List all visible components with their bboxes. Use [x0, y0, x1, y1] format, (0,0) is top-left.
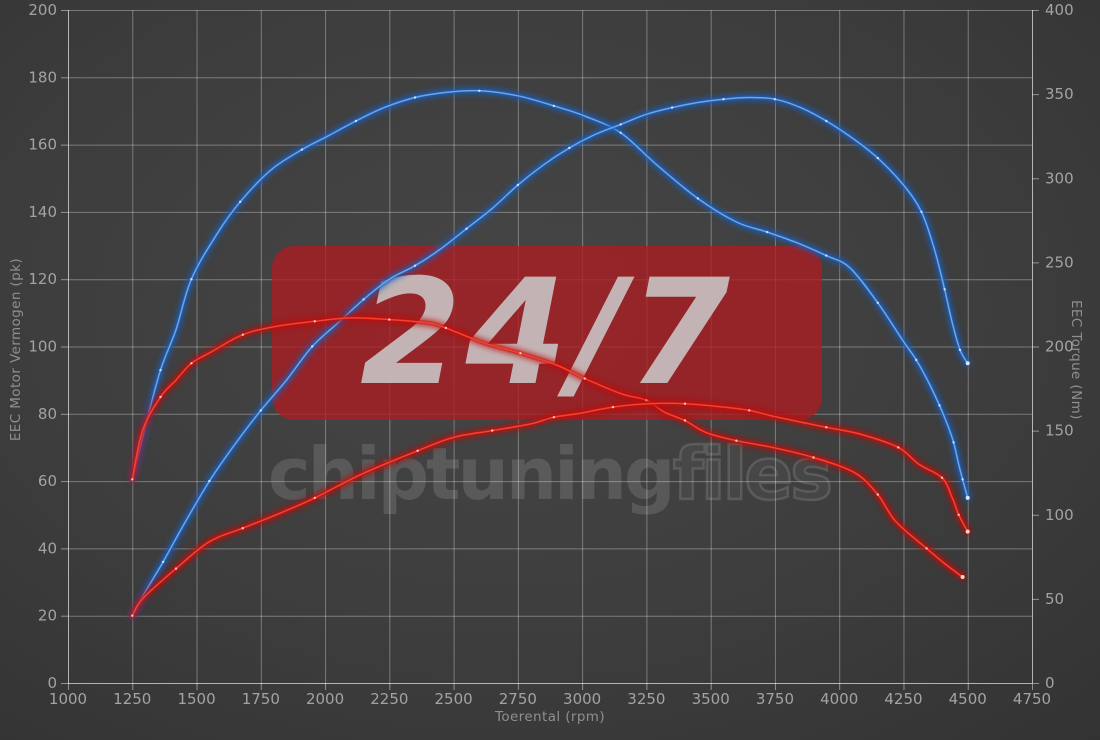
svg-text:40: 40 — [38, 539, 57, 557]
series-blue-torque-markers — [131, 89, 964, 481]
svg-text:250: 250 — [1045, 253, 1074, 271]
svg-text:3250: 3250 — [627, 690, 665, 708]
svg-text:4500: 4500 — [949, 690, 987, 708]
svg-text:2000: 2000 — [306, 690, 344, 708]
svg-text:2500: 2500 — [435, 690, 473, 708]
svg-text:300: 300 — [1045, 169, 1074, 187]
series-red-power — [128, 399, 972, 620]
series-blue-power-markers — [131, 98, 962, 617]
y-axis-title-right: EEC Torque (Nm) — [1068, 300, 1084, 420]
svg-text:3750: 3750 — [756, 690, 794, 708]
svg-text:180: 180 — [28, 68, 57, 86]
series-red-power-markers — [131, 402, 960, 617]
svg-text:120: 120 — [28, 270, 57, 288]
watermark-brand: chiptuningfiles — [268, 437, 834, 512]
x-axis-title: Toerental (rpm) — [494, 709, 606, 725]
svg-text:160: 160 — [28, 136, 57, 154]
svg-text:3000: 3000 — [563, 690, 601, 708]
series-blue-power — [128, 94, 972, 620]
svg-text:80: 80 — [38, 405, 57, 423]
svg-text:1500: 1500 — [177, 690, 215, 708]
svg-text:350: 350 — [1045, 85, 1074, 103]
svg-text:3500: 3500 — [692, 690, 730, 708]
watermark-brand-secondary: files — [671, 432, 834, 516]
series-blue-torque — [128, 87, 972, 502]
svg-text:1750: 1750 — [242, 690, 280, 708]
svg-text:0: 0 — [1045, 674, 1055, 692]
svg-text:2250: 2250 — [370, 690, 408, 708]
y-axis-title-left: EEC Motor Vermogen (pk) — [8, 258, 24, 442]
x-tick-labels: 1000 1250 1500 1750 2000 2250 2500 2750 3000 3250… — [49, 690, 1051, 708]
watermark-brand-primary: chiptuning — [268, 432, 676, 516]
svg-text:200: 200 — [28, 1, 57, 19]
y-right-tick-labels: 0 50 100 150 200 250 300 350 400 — [1045, 1, 1074, 692]
svg-text:20: 20 — [38, 607, 57, 625]
svg-text:1250: 1250 — [113, 690, 151, 708]
svg-text:4750: 4750 — [1013, 690, 1051, 708]
axis-spines — [61, 10, 1039, 690]
series-red-torque — [128, 314, 967, 581]
svg-text:2750: 2750 — [499, 690, 537, 708]
svg-text:4000: 4000 — [820, 690, 858, 708]
watermark-badge-text: 24/7 — [359, 248, 735, 418]
svg-text:140: 140 — [28, 203, 57, 221]
svg-text:150: 150 — [1045, 422, 1074, 440]
series-red-torque-markers — [131, 318, 964, 579]
svg-text:4250: 4250 — [884, 690, 922, 708]
svg-text:200: 200 — [1045, 338, 1074, 356]
svg-text:0: 0 — [47, 674, 57, 692]
svg-text:1000: 1000 — [49, 690, 87, 708]
svg-text:60: 60 — [38, 472, 57, 490]
svg-text:100: 100 — [1045, 506, 1074, 524]
svg-text:100: 100 — [28, 338, 57, 356]
svg-text:50: 50 — [1045, 590, 1064, 608]
svg-text:400: 400 — [1045, 1, 1074, 19]
y-left-tick-labels: 0 20 40 60 80 100 120 140 160 180 200 — [28, 1, 57, 692]
watermark-badge: 24/7 — [272, 246, 822, 420]
